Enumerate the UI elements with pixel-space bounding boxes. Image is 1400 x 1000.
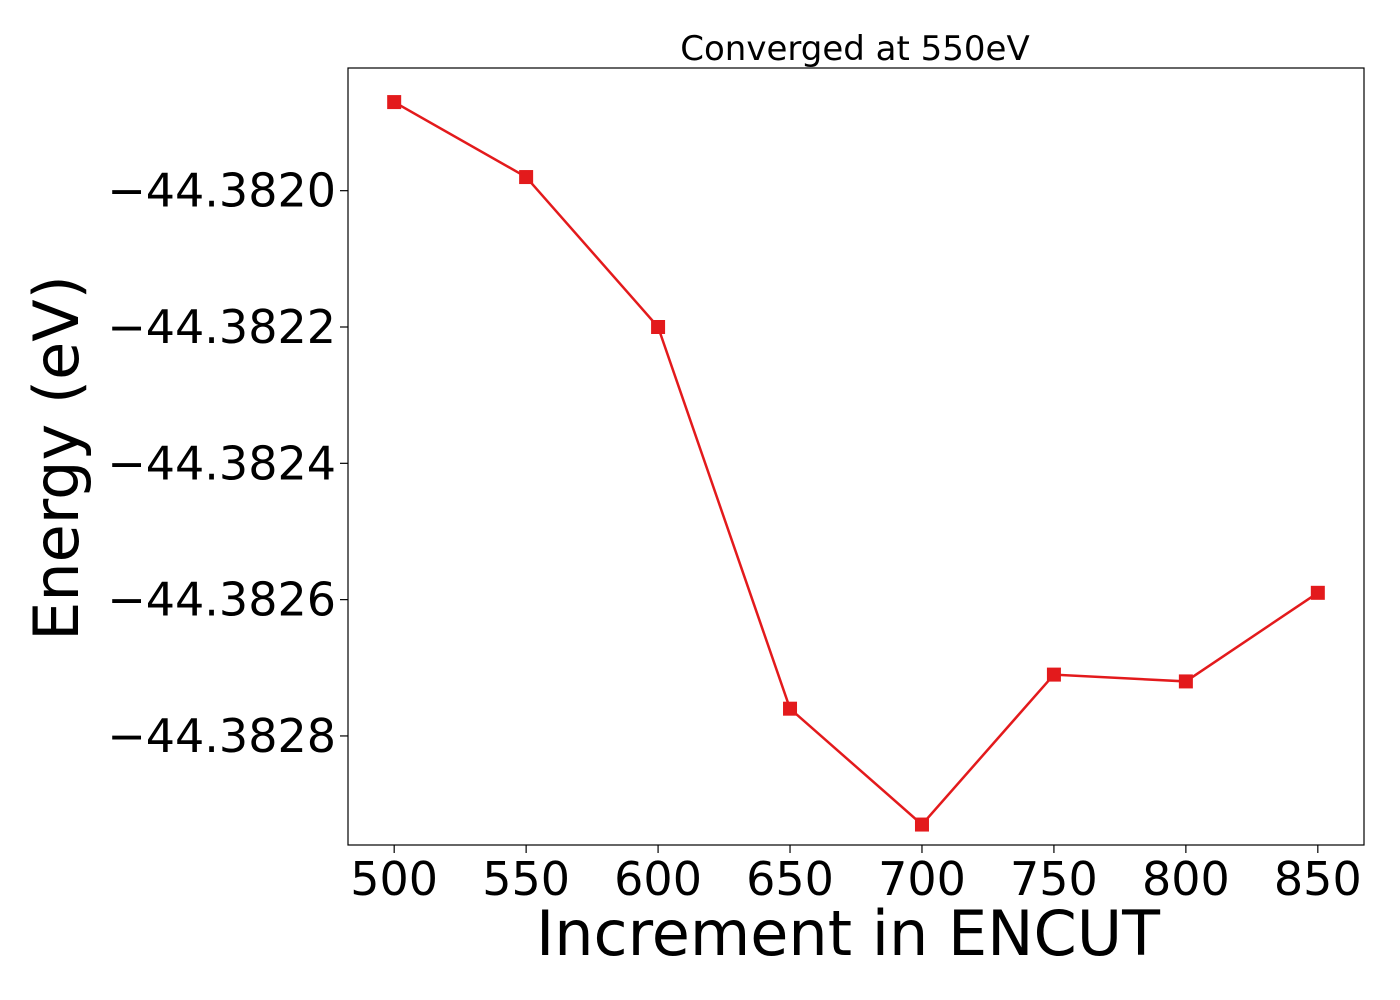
- data-point-marker: [519, 170, 534, 185]
- y-tick-label: −44.3820: [107, 164, 336, 218]
- y-tick-label: −44.3824: [107, 436, 336, 490]
- y-axis-label: Energy (eV): [20, 275, 93, 641]
- x-axis-label: Increment in ENCUT: [536, 897, 1161, 970]
- data-point-marker: [387, 95, 402, 110]
- y-tick-label: −44.3826: [107, 573, 336, 627]
- x-tick-label: 650: [746, 852, 834, 906]
- plot-area-frame: [347, 67, 1365, 846]
- data-point-marker: [783, 701, 798, 716]
- data-point-marker: [1310, 585, 1325, 600]
- x-tick-label: 750: [1010, 852, 1098, 906]
- data-point-marker: [1046, 667, 1061, 682]
- y-axis: −44.3820 −44.3822 −44.3824 −44.3826 −44.3828: [107, 164, 348, 763]
- x-tick-label: 850: [1274, 852, 1362, 906]
- data-point-marker: [1178, 674, 1193, 689]
- data-point-marker: [914, 817, 929, 832]
- x-tick-label: 550: [482, 852, 570, 906]
- x-tick-label: 700: [878, 852, 966, 906]
- y-tick-label: −44.3822: [107, 300, 336, 354]
- y-tick-label: −44.3828: [107, 709, 336, 763]
- chart-title: Converged at 550eV: [680, 29, 1029, 69]
- x-tick-label: 600: [614, 852, 702, 906]
- series-group: [387, 95, 1325, 832]
- series-line: [393, 100, 1319, 827]
- x-tick-label: 500: [350, 852, 438, 906]
- x-axis: 500 550 600 650 700 750 800 850: [350, 845, 1362, 906]
- x-tick-label: 800: [1142, 852, 1230, 906]
- data-point-marker: [651, 320, 666, 334]
